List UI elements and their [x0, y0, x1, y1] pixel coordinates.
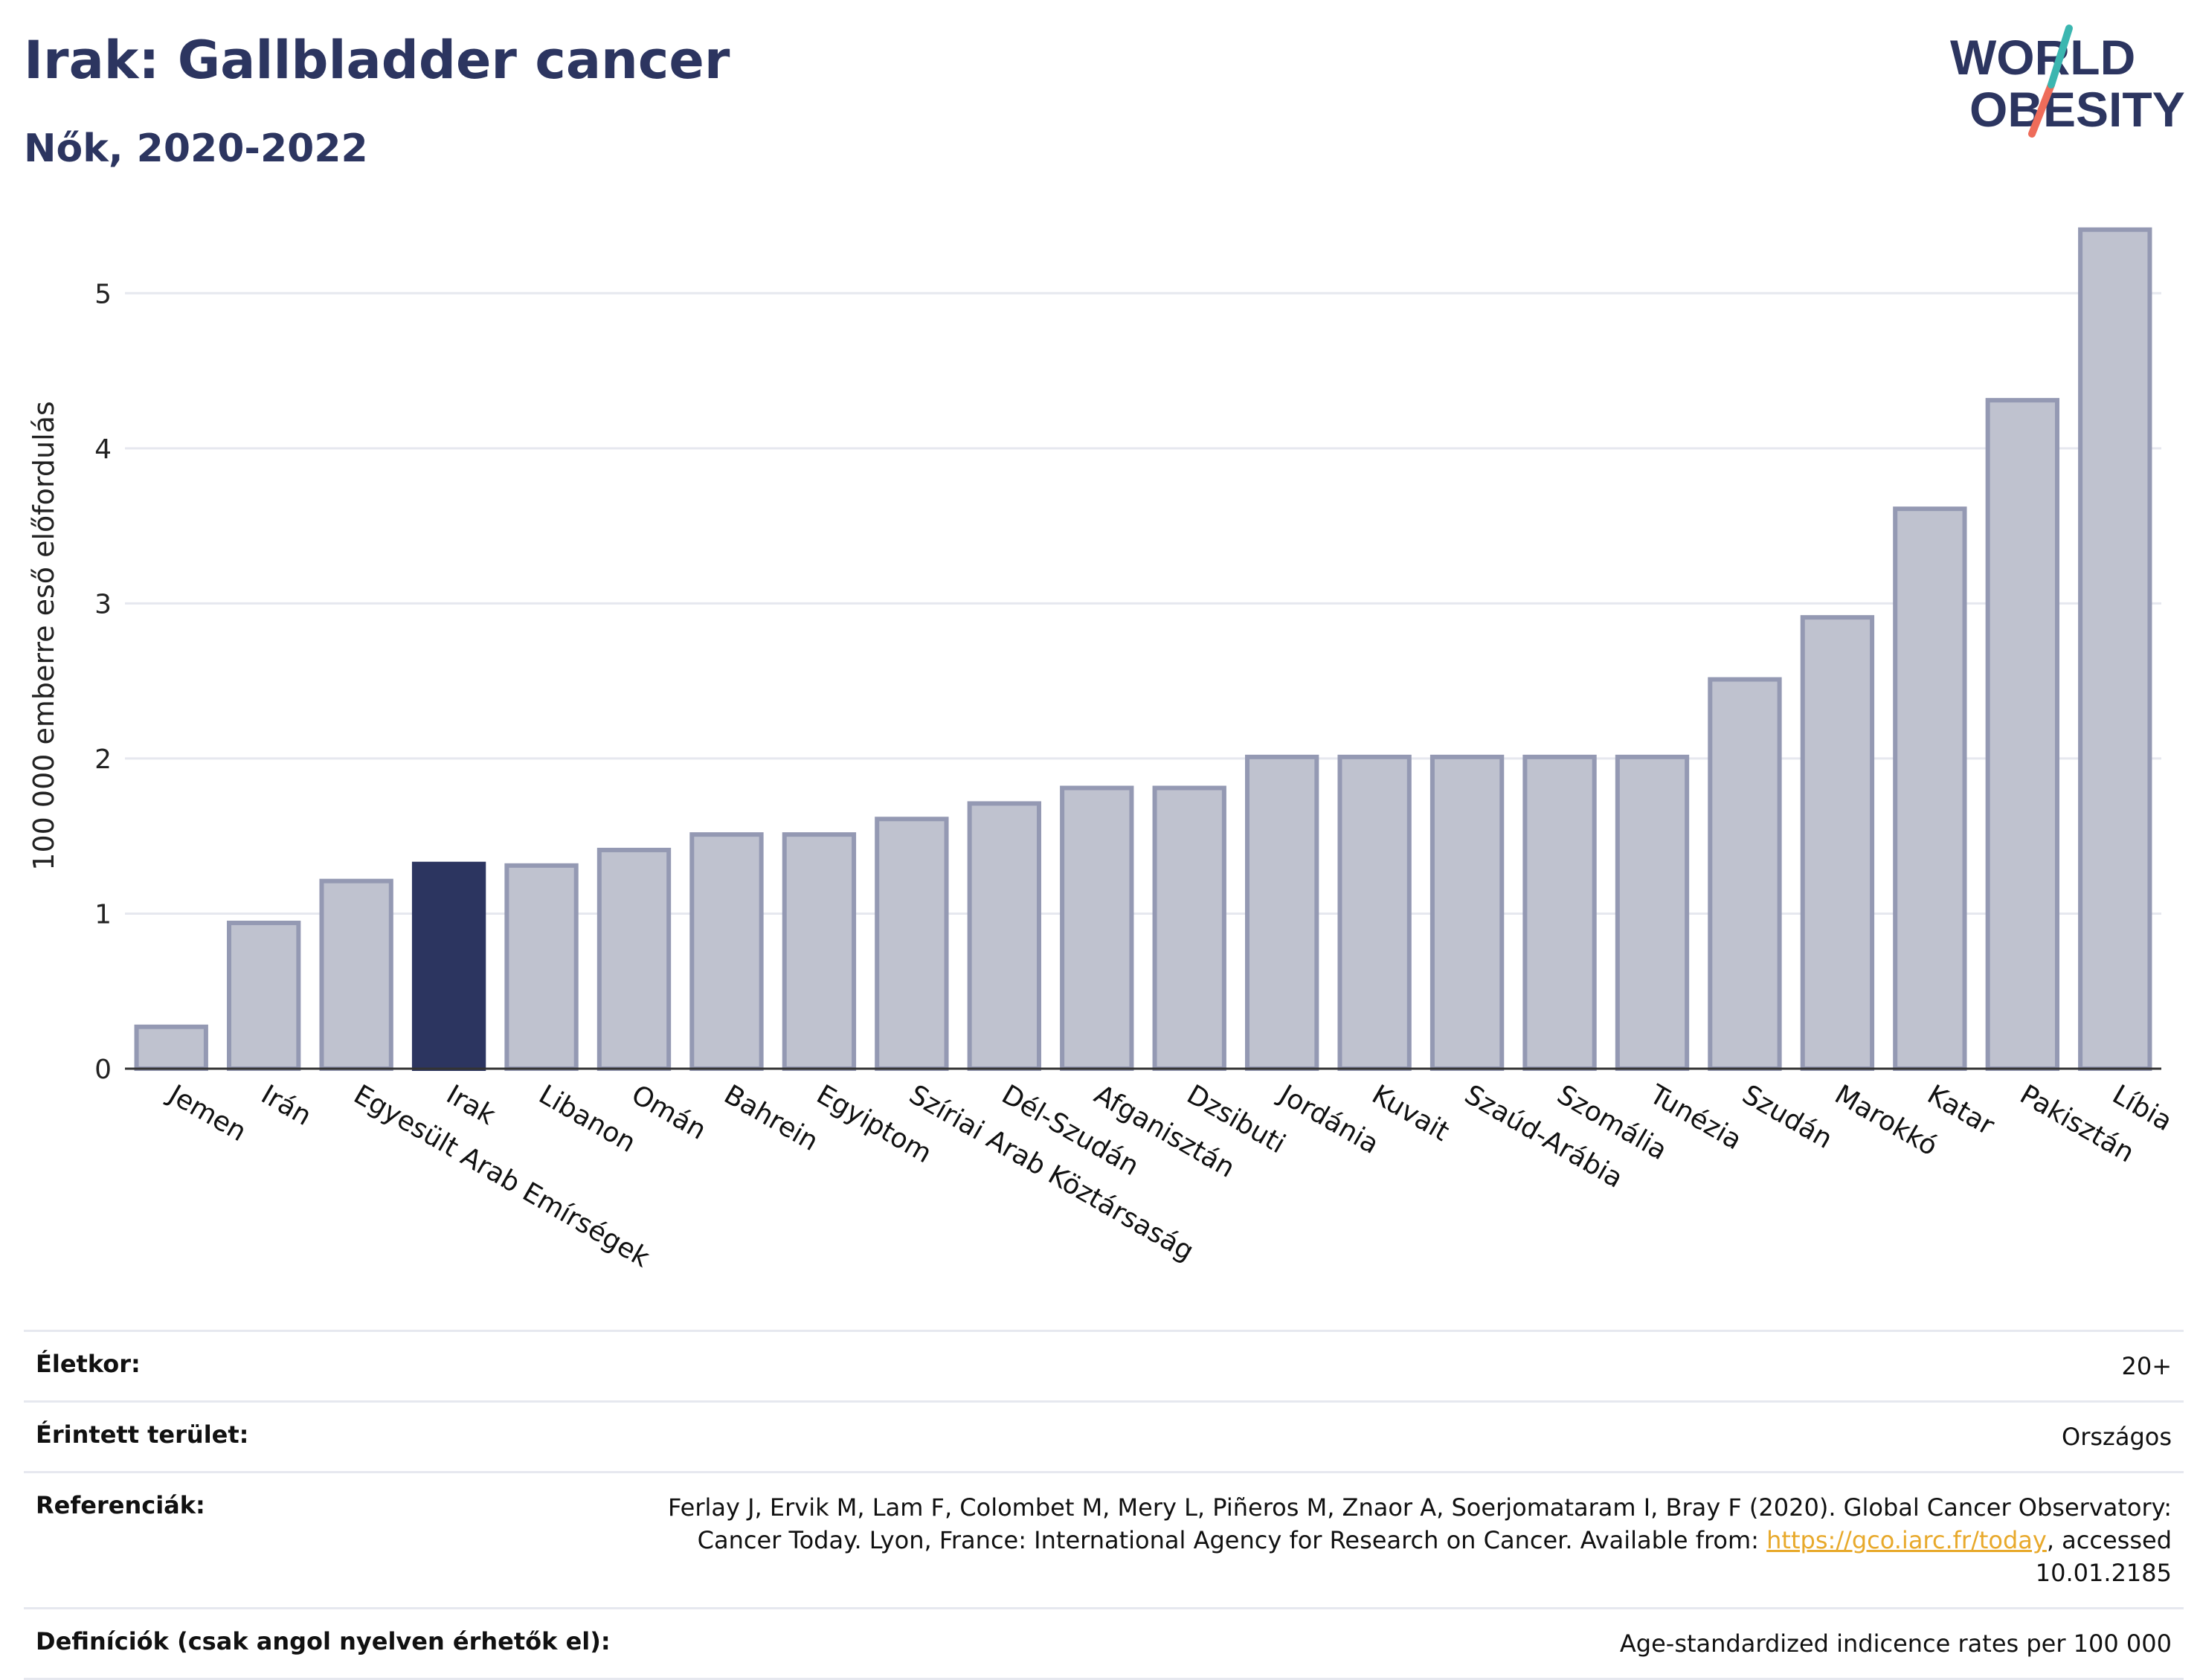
meta-value-definitions: Age-standardized indicence rates per 100… — [1619, 1629, 2172, 1658]
meta-row-age: Életkor: 20+ — [24, 1330, 2184, 1402]
bar-dél-szudán — [967, 801, 1041, 1072]
y-tick-label: 0 — [94, 1055, 112, 1085]
meta-value-references: Ferlay J, Ervik M, Lam F, Colombet M, Me… — [623, 1473, 2184, 1609]
x-tick-label: Szaúd-Arábia — [1459, 1079, 1628, 1194]
bar-líbia — [2078, 227, 2152, 1072]
bar-bahrein — [689, 832, 764, 1071]
meta-label-definitions: Definíciók (csak angol nyelven érhetők e… — [36, 1627, 611, 1655]
x-tick-label: Bahrein — [718, 1079, 823, 1157]
meta-row-references: Referenciák: Ferlay J, Ervik M, Lam F, C… — [24, 1472, 2184, 1609]
metadata-table: Életkor: 20+ Érintett terület: Országos … — [24, 1330, 2184, 1680]
meta-label-age: Életkor: — [36, 1350, 141, 1378]
x-tick-label: Líbia — [2107, 1079, 2177, 1137]
world-obesity-logo: WORLD OBESITY — [1950, 25, 2185, 138]
bar-egyiptom — [782, 832, 857, 1071]
bars — [134, 227, 2152, 1072]
bar-libanon — [504, 863, 579, 1071]
meta-value-area: Országos — [2062, 1423, 2172, 1451]
meta-row-area: Érintett terület: Országos — [24, 1401, 2184, 1473]
logo-slash-top — [2028, 81, 2055, 138]
bar-szomália — [1522, 754, 1597, 1071]
bar-szíriai-arab-köztársaság — [875, 817, 949, 1071]
bar-jordánia — [1245, 754, 1319, 1071]
meta-value-age: 20+ — [2121, 1352, 2172, 1380]
bar-afganisztán — [1060, 785, 1134, 1071]
logo-slash-bottom — [2048, 25, 2073, 88]
logo-word-obesity: OBESITY — [1969, 82, 2185, 137]
bar-dzsibuti — [1152, 785, 1226, 1071]
bar-irán — [227, 920, 301, 1072]
y-tick-label: 5 — [94, 279, 112, 309]
logo-word-world: WORLD — [1950, 30, 2135, 85]
page-subtitle: Nők, 2020-2022 — [24, 126, 368, 171]
x-tick-label: Szudán — [1737, 1079, 1837, 1155]
bar-irak — [411, 861, 486, 1071]
bar-jemen — [134, 1024, 208, 1072]
meta-label-references: Referenciák: — [36, 1491, 205, 1519]
reference-accessed: , accessed 10.01.2185 — [2035, 1526, 2172, 1587]
x-tick-label: Marokkó — [1830, 1079, 1943, 1162]
bar-tunézia — [1615, 754, 1690, 1071]
bar-szaúd-arábia — [1429, 754, 1505, 1071]
y-tick-labels: 0 1 2 3 4 5 — [94, 279, 112, 1085]
bar-szudán — [1708, 677, 1782, 1071]
x-tick-label: Irak — [441, 1079, 501, 1131]
bar-omán — [596, 847, 672, 1072]
reference-link[interactable]: https://gco.iarc.fr/today — [1766, 1526, 2047, 1554]
y-tick-label: 3 — [94, 589, 112, 619]
y-tick-label: 4 — [94, 434, 112, 465]
x-tick-label: Irán — [256, 1079, 316, 1132]
bar-egyesült-arab-emírségek — [319, 878, 393, 1072]
y-axis-label: 100 000 emberre eső előfordulás — [28, 401, 60, 870]
x-tick-label: Omán — [626, 1079, 711, 1146]
bar-pakisztán — [1985, 398, 2059, 1071]
page-title: Irak: Gallbladder cancer — [24, 30, 730, 91]
bar-katar — [1893, 506, 1967, 1071]
x-tick-label: Jordánia — [1273, 1078, 1383, 1160]
y-tick-label: 1 — [94, 899, 112, 930]
bar-kuvait — [1337, 754, 1412, 1071]
bar-marokkó — [1800, 615, 1875, 1071]
meta-label-area: Érintett terület: — [36, 1420, 249, 1449]
x-tick-label: Egyesült Arab Emírségek — [349, 1079, 655, 1273]
reference-text: Ferlay J, Ervik M, Lam F, Colombet M, Me… — [668, 1493, 2172, 1554]
y-tick-label: 2 — [94, 744, 112, 775]
x-tick-label: Jemen — [162, 1078, 251, 1148]
x-tick-label: Libanon — [534, 1079, 641, 1159]
meta-row-definitions: Definíciók (csak angol nyelven érhetők e… — [24, 1608, 2184, 1679]
